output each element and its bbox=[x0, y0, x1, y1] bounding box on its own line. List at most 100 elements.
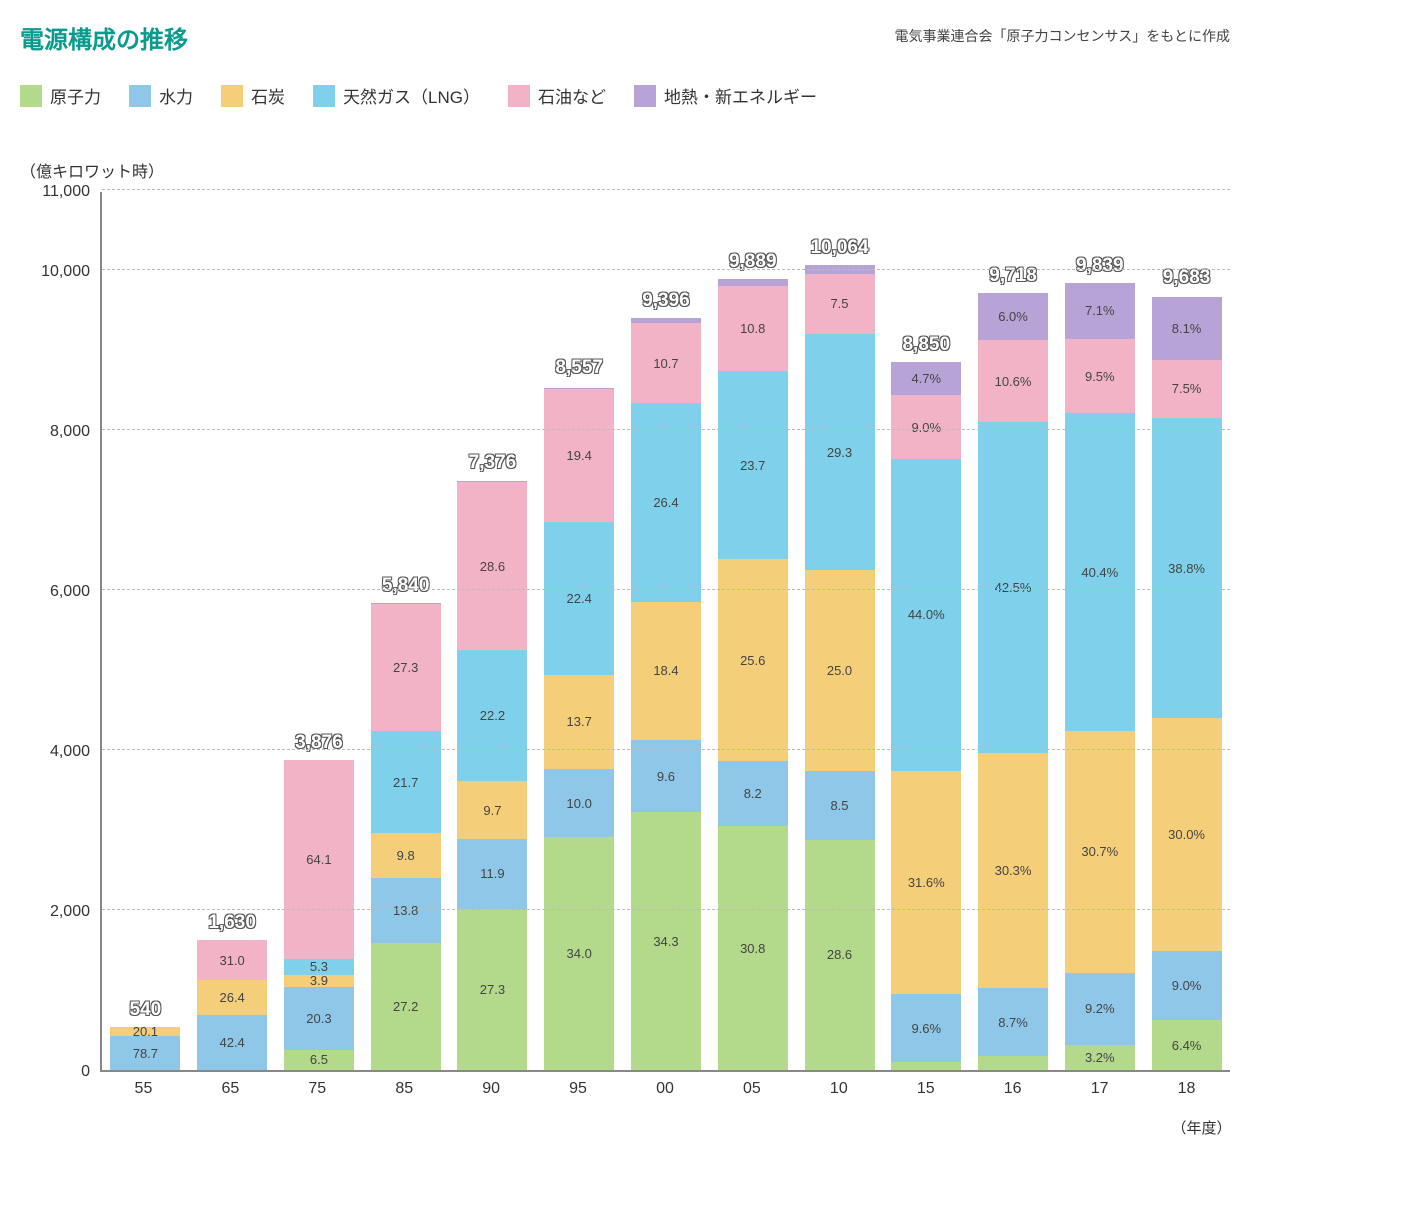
segment-label: 25.6 bbox=[740, 653, 765, 668]
segment-hydro: 8.5 bbox=[805, 771, 875, 839]
segment-label: 20.1 bbox=[133, 1027, 158, 1036]
legend: 原子力水力石炭天然ガス（LNG）石油など地熱・新エネルギー bbox=[20, 83, 1230, 108]
segment-hydro: 8.2 bbox=[718, 761, 788, 826]
source-text: 電気事業連合会「原子力コンセンサス」をもとに作成 bbox=[895, 26, 1230, 46]
segment-label: 7.5% bbox=[1172, 381, 1202, 396]
segment-renewable: 7.1% bbox=[1065, 283, 1135, 339]
bar-stack: 9,39634.39.618.426.410.7 bbox=[631, 318, 701, 1070]
segment-label: 22.2 bbox=[480, 708, 505, 723]
x-tick-label: 17 bbox=[1065, 1080, 1135, 1098]
x-tick-label: 85 bbox=[369, 1080, 439, 1098]
segment-lng: 21.7 bbox=[371, 731, 441, 832]
bar-stack: 9,6836.4%9.0%30.0%38.8%7.5%8.1% bbox=[1152, 295, 1222, 1070]
segment-hydro: 20.3 bbox=[284, 987, 354, 1050]
bar-total-label: 8,850 bbox=[902, 334, 950, 356]
legend-swatch bbox=[508, 85, 530, 107]
segment-nuclear: 27.2 bbox=[371, 943, 441, 1070]
segment-label: 30.0% bbox=[1168, 827, 1205, 842]
bar-stack: 5,84027.213.89.821.727.3 bbox=[371, 603, 441, 1070]
gridline bbox=[102, 589, 1230, 590]
bar-total-label: 9,683 bbox=[1163, 267, 1211, 289]
bar-total-label: 5,840 bbox=[382, 575, 430, 597]
legend-item-renewable: 地熱・新エネルギー bbox=[634, 83, 817, 108]
segment-nuclear bbox=[978, 1056, 1048, 1070]
segment-coal: 25.0 bbox=[805, 570, 875, 771]
x-tick-label: 18（年度） bbox=[1152, 1080, 1222, 1098]
segment-hydro: 9.6 bbox=[631, 740, 701, 812]
segment-label: 44.0% bbox=[908, 607, 945, 622]
segment-label: 34.0 bbox=[567, 946, 592, 961]
segment-label: 38.8% bbox=[1168, 561, 1205, 576]
bar-stack: 10,06428.68.525.029.37.5 bbox=[805, 265, 875, 1070]
plot-area: 54078.720.11,63042.426.431.03,8766.520.3… bbox=[100, 192, 1230, 1072]
bar-stack: 9,7188.7%30.3%42.5%10.6%6.0% bbox=[978, 293, 1048, 1070]
bar-total-label: 7,376 bbox=[469, 452, 517, 474]
segment-coal: 26.4 bbox=[197, 980, 267, 1014]
bar-stack: 9,88930.88.225.623.710.8 bbox=[718, 279, 788, 1070]
segment-coal: 20.1 bbox=[110, 1027, 180, 1036]
gridline bbox=[102, 909, 1230, 910]
segment-label: 31.0 bbox=[219, 953, 244, 968]
legend-item-oil: 石油など bbox=[508, 83, 606, 108]
segment-hydro: 9.0% bbox=[1152, 951, 1222, 1021]
segment-hydro: 9.6% bbox=[891, 994, 961, 1062]
plot-wrap: 02,0004,0006,0008,00010,00011,000 54078.… bbox=[20, 192, 1230, 1072]
segment-hydro: 8.7% bbox=[978, 988, 1048, 1056]
segment-label: 64.1 bbox=[306, 852, 331, 867]
segment-hydro: 78.7 bbox=[110, 1036, 180, 1070]
segment-lng: 42.5% bbox=[978, 422, 1048, 752]
bar-stack: 8,55734.010.013.722.419.4 bbox=[544, 385, 614, 1070]
segment-renewable: 6.0% bbox=[978, 293, 1048, 340]
segment-label: 8.5 bbox=[830, 798, 848, 813]
bar-column: 9,7188.7%30.3%42.5%10.6%6.0% bbox=[978, 293, 1048, 1070]
bar-stack: 1,63042.426.431.0 bbox=[197, 940, 267, 1070]
segment-label: 6.0% bbox=[998, 309, 1028, 324]
x-tick-label: 75 bbox=[282, 1080, 352, 1098]
segment-label: 10.7 bbox=[653, 356, 678, 371]
segment-label: 6.4% bbox=[1172, 1038, 1202, 1053]
segment-label: 40.4% bbox=[1081, 565, 1118, 580]
bar-column: 3,8766.520.33.95.364.1 bbox=[284, 760, 354, 1070]
y-tick-label: 2,000 bbox=[20, 903, 90, 921]
x-axis-unit: （年度） bbox=[1172, 1117, 1232, 1138]
segment-label: 8.1% bbox=[1172, 321, 1202, 336]
segment-label: 8.2 bbox=[744, 786, 762, 801]
x-tick-label: 95 bbox=[543, 1080, 613, 1098]
segment-label: 5.3 bbox=[310, 959, 328, 974]
segment-label: 42.5% bbox=[995, 580, 1032, 595]
segment-label: 3.9 bbox=[310, 975, 328, 987]
segment-coal: 9.7 bbox=[457, 781, 527, 838]
bar-stack: 8,8509.6%31.6%44.0%9.0%4.7% bbox=[891, 362, 961, 1070]
segment-label: 9.6 bbox=[657, 769, 675, 784]
legend-swatch bbox=[129, 85, 151, 107]
segment-label: 18.4 bbox=[653, 663, 678, 678]
header-row: 電源構成の推移 電気事業連合会「原子力コンセンサス」をもとに作成 bbox=[20, 20, 1230, 55]
segment-lng: 40.4% bbox=[1065, 413, 1135, 731]
segment-hydro: 10.0 bbox=[544, 769, 614, 837]
segment-label: 30.8 bbox=[740, 941, 765, 956]
bar-column: 1,63042.426.431.0 bbox=[197, 940, 267, 1070]
segment-label: 29.3 bbox=[827, 445, 852, 460]
segment-label: 27.3 bbox=[480, 982, 505, 997]
segment-oil: 7.5% bbox=[1152, 360, 1222, 418]
gridline bbox=[102, 429, 1230, 430]
y-tick-label: 6,000 bbox=[20, 583, 90, 601]
segment-hydro: 13.8 bbox=[371, 878, 441, 942]
segment-label: 27.3 bbox=[393, 660, 418, 675]
bar-total-label: 540 bbox=[130, 999, 162, 1021]
segment-oil: 28.6 bbox=[457, 482, 527, 651]
segment-label: 7.5 bbox=[830, 296, 848, 311]
gridline bbox=[102, 269, 1230, 270]
segment-label: 9.7 bbox=[483, 803, 501, 818]
segment-oil: 10.7 bbox=[631, 323, 701, 403]
bar-total-label: 10,064 bbox=[810, 237, 868, 259]
bar-total-label: 9,718 bbox=[989, 265, 1037, 287]
segment-label: 11.9 bbox=[480, 866, 504, 881]
segment-label: 26.4 bbox=[653, 495, 678, 510]
y-tick-label: 10,000 bbox=[20, 263, 90, 281]
segment-label: 28.6 bbox=[480, 559, 505, 574]
legend-label: 石炭 bbox=[251, 83, 285, 108]
segment-oil: 19.4 bbox=[544, 389, 614, 522]
segment-label: 8.7% bbox=[998, 1015, 1028, 1030]
bar-column: 7,37627.311.99.722.228.6 bbox=[457, 480, 527, 1070]
